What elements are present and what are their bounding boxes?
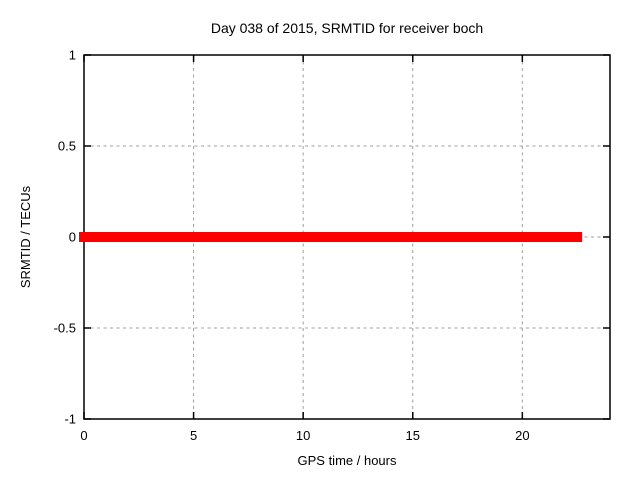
y-tick-label-1: 1 xyxy=(69,48,76,63)
x-tick-label-15: 15 xyxy=(406,428,420,443)
x-tick-label-10: 10 xyxy=(296,428,310,443)
x-axis-label: GPS time / hours xyxy=(298,453,397,468)
tick-labels-layer: 0 5 10 15 20 1 0.5 0 -0.5 -1 xyxy=(54,48,530,444)
y-tick-label--1: -1 xyxy=(64,412,76,427)
y-tick-label-0: 0 xyxy=(69,230,76,245)
x-tick-label-0: 0 xyxy=(80,428,87,443)
y-tick-label-0.5: 0.5 xyxy=(58,139,76,154)
chart-title: Day 038 of 2015, SRMTID for receiver boc… xyxy=(211,20,483,36)
x-tick-label-20: 20 xyxy=(515,428,529,443)
y-axis-label: SRMTID / TECUs xyxy=(18,185,33,288)
x-tick-label-5: 5 xyxy=(190,428,197,443)
y-tick-label--0.5: -0.5 xyxy=(54,321,76,336)
